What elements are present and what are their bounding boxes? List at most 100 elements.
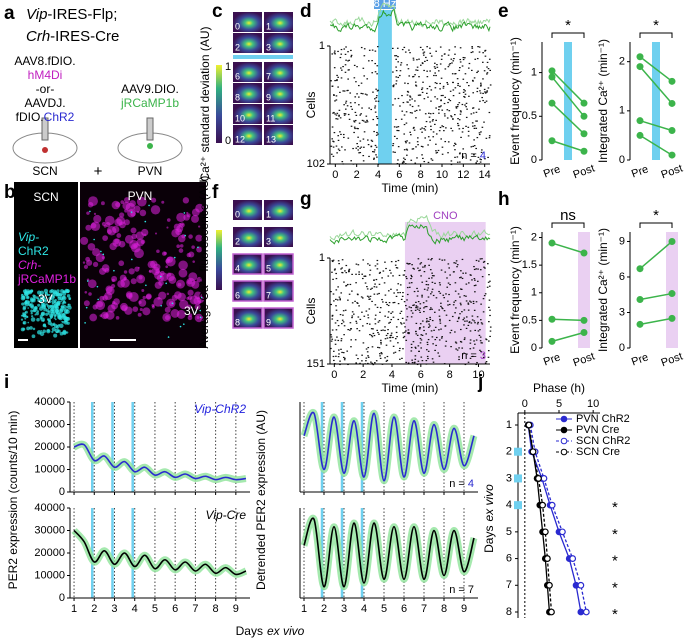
raster-event [339, 299, 341, 301]
raster-event [489, 314, 491, 317]
raster-event [359, 147, 361, 149]
raster-event [357, 145, 359, 148]
raster-event [357, 264, 360, 266]
fluorescence [59, 331, 64, 336]
data-point [668, 290, 676, 298]
raster-event [421, 49, 424, 51]
raster-event [440, 302, 442, 304]
raster-event [337, 50, 339, 53]
raster-event [406, 308, 408, 310]
raster-event [434, 87, 437, 89]
raster-event [342, 310, 345, 312]
fluorescence [56, 313, 62, 318]
raster-event [481, 276, 484, 278]
legend-label: PVN Cre [576, 424, 619, 436]
raster-event [473, 125, 476, 127]
panel-letter: i [4, 372, 9, 393]
raster-event [467, 135, 470, 137]
raster-event [418, 94, 421, 96]
raster-event [348, 270, 350, 272]
x-tick-label: 6 [418, 369, 424, 381]
raster-event [338, 115, 340, 117]
raster-event [464, 73, 467, 75]
raster-event [347, 283, 349, 286]
raster-event [384, 329, 386, 332]
raster-event [392, 144, 394, 147]
raster-event [489, 326, 492, 328]
fluorescence [55, 312, 58, 315]
raster-event [418, 350, 420, 352]
raster-event [381, 277, 383, 279]
fluorescence [55, 309, 59, 313]
image-label: Crh- [18, 258, 41, 272]
raster-event [402, 157, 405, 159]
fluorescence [178, 260, 188, 271]
y-tick-label: 2 [506, 446, 512, 458]
raster-event [429, 113, 432, 115]
tile [264, 104, 293, 124]
raster-event [454, 142, 456, 144]
fluorescence [179, 244, 184, 248]
raster-event [413, 268, 416, 270]
raster-event [414, 347, 417, 349]
raster-event [349, 329, 351, 331]
raster-event [374, 62, 377, 65]
raster-event [440, 337, 443, 339]
significance-bracket [551, 222, 585, 228]
data-point [668, 314, 676, 322]
raster-event [441, 55, 443, 57]
raster-event [459, 340, 462, 343]
raster-event [473, 127, 476, 129]
raster-event [446, 117, 449, 119]
raster-event [459, 85, 461, 87]
raster-event [358, 271, 360, 273]
raster-event [449, 274, 451, 276]
image-label: Vip- [18, 230, 39, 244]
raster-event [378, 292, 380, 295]
fluorescence [29, 298, 35, 303]
raster-event [337, 135, 340, 137]
fluorescence [165, 282, 167, 285]
data-point [668, 127, 676, 134]
raster-event [442, 94, 444, 97]
raster-event [401, 110, 404, 112]
raster-event [344, 108, 347, 110]
fluorescence [85, 306, 88, 309]
raster-event [448, 64, 451, 66]
raster-event [484, 92, 487, 94]
raster-event [441, 125, 443, 127]
raster-event [431, 281, 434, 283]
raster-event [478, 334, 481, 337]
population-trace [330, 8, 491, 33]
fluorescence [187, 289, 194, 296]
raster-event [337, 325, 340, 327]
raster-event [414, 346, 417, 348]
raster-event [356, 302, 358, 304]
raster-event [450, 127, 452, 129]
tile [233, 200, 262, 220]
fluorescence [51, 327, 56, 332]
raster-event [377, 331, 379, 334]
raster-event [469, 300, 471, 302]
x-tick-label: 1 [71, 603, 77, 615]
raster-event [415, 322, 418, 325]
raster-event [454, 87, 457, 89]
fluorescence [37, 297, 40, 300]
raster-event [472, 112, 475, 114]
raster-event [434, 72, 436, 74]
raster-event [351, 273, 353, 275]
raster-event [462, 272, 464, 274]
raster-event [405, 361, 407, 364]
raster-event [337, 349, 340, 351]
fluorescence [39, 306, 44, 311]
raster-event [485, 137, 488, 139]
panel-letter: d [300, 1, 312, 22]
raster-event [410, 276, 413, 278]
raster-event [413, 362, 416, 364]
raster-event [488, 137, 491, 139]
raster-event [447, 101, 449, 104]
fluorescence [102, 235, 109, 241]
raster-event [417, 137, 419, 139]
series-annotation: Vip-Cre [206, 508, 247, 522]
raster-event [330, 340, 333, 342]
